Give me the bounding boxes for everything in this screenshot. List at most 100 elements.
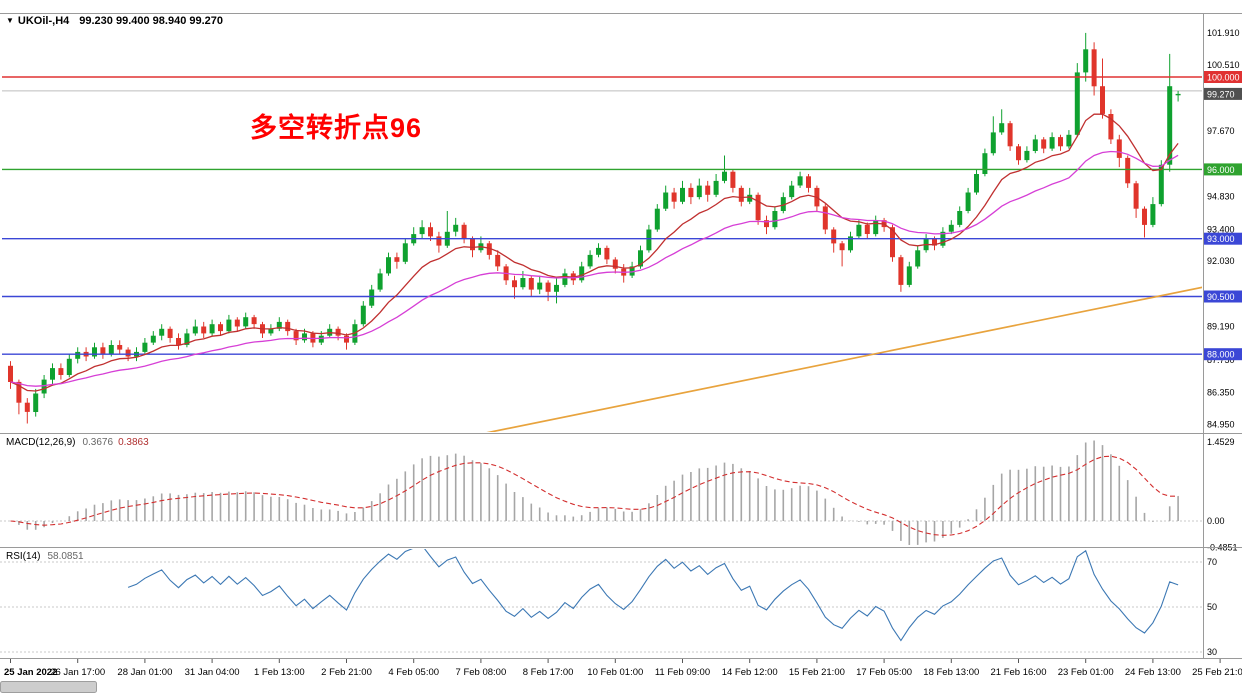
candle-body xyxy=(915,250,921,267)
candle-body xyxy=(276,321,282,329)
candle-body xyxy=(1049,137,1055,149)
candle-body xyxy=(436,236,442,246)
candle-body xyxy=(386,257,391,274)
candle-body xyxy=(1083,49,1089,73)
candle-body xyxy=(780,197,786,211)
price-tag-93.000 xyxy=(1203,232,1242,245)
price-axis-label[interactable]: 84.950 xyxy=(1207,420,1235,430)
rsi-axis-label: 30 xyxy=(1207,647,1217,657)
rsi-axis-label: 70 xyxy=(1207,557,1217,567)
price-tag-88.000 xyxy=(1203,348,1242,361)
candle-body xyxy=(646,229,652,251)
time-axis-label[interactable]: 10 Feb 01:00 xyxy=(587,667,643,678)
candle-body xyxy=(453,224,459,232)
candle-body xyxy=(1116,139,1122,158)
time-axis-label[interactable]: 14 Feb 12:00 xyxy=(722,667,778,678)
price-axis-label[interactable]: 89.190 xyxy=(1207,322,1235,332)
candle-body xyxy=(562,273,568,285)
candle-body xyxy=(1125,157,1131,184)
rsi-line xyxy=(127,549,1179,642)
candle-body xyxy=(369,289,375,306)
candle-body xyxy=(16,381,22,403)
candle-body xyxy=(1133,183,1139,209)
price-tag-text: 93.000 xyxy=(1207,234,1235,244)
candle-body xyxy=(268,328,274,334)
price-axis-label[interactable]: 92.030 xyxy=(1207,256,1235,266)
candle-body xyxy=(1074,72,1080,135)
time-axis-label[interactable]: 11 Feb 09:00 xyxy=(655,667,710,678)
time-axis-label[interactable]: 8 Feb 17:00 xyxy=(523,667,574,678)
time-axis-label[interactable]: 2 Feb 21:00 xyxy=(321,667,372,678)
main-price-plot[interactable] xyxy=(2,32,1220,438)
price-axis-label[interactable]: 101.910 xyxy=(1207,28,1240,38)
candle-body xyxy=(797,176,803,186)
candle-body xyxy=(898,257,904,285)
rsi-plot xyxy=(0,549,1202,653)
time-axis-label[interactable]: 26 Jan 17:00 xyxy=(50,667,105,678)
time-axis-label[interactable]: 4 Feb 05:00 xyxy=(388,667,439,678)
time-axis-label[interactable]: 25 Feb 21:00 xyxy=(1192,667,1242,678)
candle-body xyxy=(730,171,736,188)
time-axis-label[interactable]: 1 Feb 13:00 xyxy=(254,667,305,678)
price-axis-label[interactable]: 100.510 xyxy=(1207,60,1240,70)
candle-body xyxy=(747,194,753,202)
candle-body xyxy=(1058,137,1063,147)
candle-body xyxy=(1007,123,1013,147)
price-tag-text: 99.270 xyxy=(1207,89,1235,99)
candle-body xyxy=(209,324,215,334)
candle-body xyxy=(302,333,307,341)
candle-body xyxy=(41,379,47,394)
candle-body xyxy=(394,257,400,262)
candle-body xyxy=(738,187,744,202)
time-axis-label[interactable]: 25 Jan 2022 xyxy=(4,667,57,678)
candle-body xyxy=(243,317,249,327)
price-tag-text: 96.000 xyxy=(1207,165,1235,175)
candle-body xyxy=(528,278,534,290)
price-axis-label[interactable]: 93.400 xyxy=(1207,225,1235,235)
candle-body xyxy=(1041,139,1047,149)
candle-body xyxy=(360,305,366,325)
horizontal-scrollbar-thumb[interactable] xyxy=(0,681,97,693)
candle-body xyxy=(66,358,72,375)
candle-body xyxy=(150,335,156,343)
price-axis-label[interactable]: 94.830 xyxy=(1207,191,1235,201)
candle-body xyxy=(965,192,971,211)
candle-body xyxy=(604,247,610,260)
price-axis-label[interactable]: 86.350 xyxy=(1207,387,1235,397)
candle-body xyxy=(520,278,526,288)
candle-body xyxy=(1032,139,1038,151)
candle-body xyxy=(75,351,81,359)
time-axis-label[interactable]: 7 Feb 08:00 xyxy=(456,667,507,678)
mid-ma-line xyxy=(10,150,1179,387)
candle-body xyxy=(285,321,291,332)
time-axis-label[interactable]: 18 Feb 13:00 xyxy=(923,667,979,678)
candle-body xyxy=(999,123,1005,133)
candle-body xyxy=(638,250,643,267)
candle-body xyxy=(495,254,501,267)
candle-body xyxy=(680,187,685,202)
candle-body xyxy=(234,319,240,327)
candle-body xyxy=(654,208,660,230)
candle-body xyxy=(58,368,64,375)
time-axis-label[interactable]: 21 Feb 16:00 xyxy=(991,667,1047,678)
candle-body xyxy=(864,224,870,234)
price-tag-text: 88.000 xyxy=(1207,350,1235,360)
candle-body xyxy=(671,192,677,202)
price-axis-label[interactable]: 97.670 xyxy=(1207,126,1235,136)
candle-body xyxy=(318,335,324,343)
candle-body xyxy=(251,317,257,325)
time-axis-label[interactable]: 23 Feb 01:00 xyxy=(1058,667,1114,678)
time-axis-label[interactable]: 31 Jan 04:00 xyxy=(185,667,240,678)
candle-body xyxy=(713,180,719,195)
time-axis-label[interactable]: 17 Feb 05:00 xyxy=(856,667,912,678)
time-axis-label[interactable]: 28 Jan 01:00 xyxy=(117,667,172,678)
candle-body xyxy=(108,345,114,355)
candle-body xyxy=(856,224,862,237)
time-axis-label[interactable]: 24 Feb 13:00 xyxy=(1125,667,1181,678)
candle-body xyxy=(1158,164,1164,205)
time-axis-label[interactable]: 15 Feb 21:00 xyxy=(789,667,845,678)
candle-body xyxy=(201,326,207,334)
candle-body xyxy=(948,224,954,232)
